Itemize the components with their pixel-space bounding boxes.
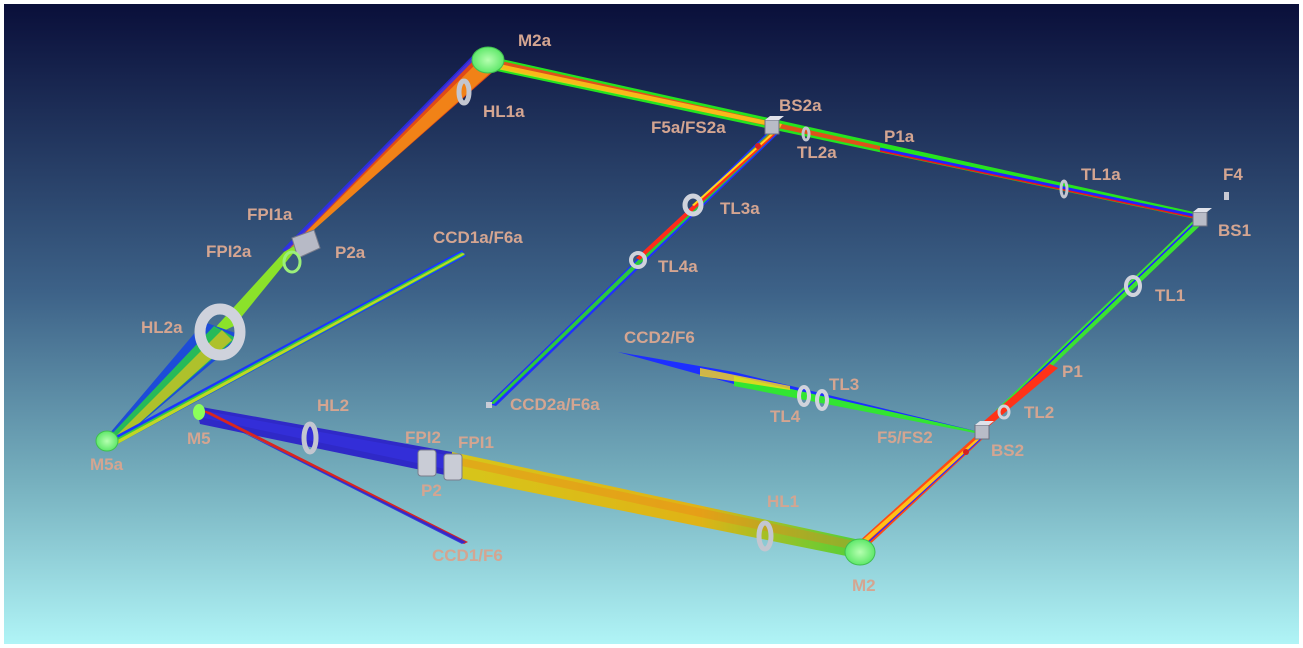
lens-hl2a [194, 303, 246, 361]
label-tl3a: TL3a [720, 199, 760, 218]
beam-bs1-bs2 [976, 218, 1204, 432]
lens-hl1 [756, 520, 774, 552]
etalon-fpi2 [417, 449, 437, 477]
label-hl2: HL2 [317, 396, 349, 415]
mirror-m5 [193, 404, 205, 420]
optical-layout-render: M2a HL1a BS2a F5a/FS2a TL2a P1a TL1a F4 … [4, 4, 1299, 644]
label-p2: P2 [421, 481, 442, 500]
field-stop-f4 [1224, 192, 1229, 200]
label-tl4a: TL4a [658, 257, 698, 276]
lens-tl1 [1124, 275, 1142, 297]
label-tl2: TL2 [1024, 403, 1054, 422]
field-stop-f5 [963, 449, 969, 455]
beam-m2a-bs1 [488, 56, 1203, 220]
lens-tl1a [1059, 179, 1069, 199]
label-ccd1a-f6a: CCD1a/F6a [433, 228, 523, 247]
beamsplitter-bs2a [764, 116, 784, 135]
lens-hl2 [301, 421, 319, 455]
label-m5: M5 [187, 429, 211, 448]
beamsplitter-bs1 [1192, 208, 1212, 227]
beam-bs2-m2 [856, 432, 986, 549]
label-p1a: P1a [884, 127, 915, 146]
label-fpi2: FPI2 [405, 428, 441, 447]
label-hl1a: HL1a [483, 102, 525, 121]
label-fpi1a: FPI1a [247, 205, 293, 224]
etalon-fpi1a-fpi2a [282, 229, 321, 274]
label-f5-fs2: F5/FS2 [877, 428, 933, 447]
lens-tl4a [629, 251, 647, 269]
label-tl4: TL4 [770, 407, 801, 426]
label-tl1a: TL1a [1081, 165, 1121, 184]
label-ccd2-f6: CCD2/F6 [624, 328, 695, 347]
etalon-fpi1 [443, 453, 463, 481]
label-fpi1: FPI1 [458, 433, 494, 452]
label-bs2a: BS2a [779, 96, 822, 115]
label-fpi2a: FPI2a [206, 242, 252, 261]
label-m2: M2 [852, 576, 876, 595]
optical-elements [95, 46, 1229, 566]
mirror-m2a [471, 46, 505, 74]
label-hl1: HL1 [767, 492, 799, 511]
lens-tl2 [997, 404, 1011, 420]
label-tl3: TL3 [829, 375, 859, 394]
label-tl2a: TL2a [797, 143, 837, 162]
field-stop-f5a [755, 143, 761, 149]
label-tl1: TL1 [1155, 286, 1185, 305]
beam-m5-ccd1 [196, 408, 468, 544]
label-f4: F4 [1223, 165, 1243, 184]
beam-m5a-ccd1a [108, 250, 466, 446]
lens-tl2a [801, 126, 811, 142]
label-m5a: M5a [90, 455, 124, 474]
label-bs1: BS1 [1218, 221, 1251, 240]
label-m2a: M2a [518, 31, 552, 50]
lens-tl3 [815, 389, 829, 411]
lens-hl1a [456, 78, 472, 106]
detector-ccd2a [486, 402, 492, 408]
label-p1: P1 [1062, 362, 1083, 381]
label-bs2: BS2 [991, 441, 1024, 460]
element-labels: M2a HL1a BS2a F5a/FS2a TL2a P1a TL1a F4 … [90, 31, 1251, 595]
mirror-m2 [844, 538, 876, 566]
mirror-m5a [95, 430, 119, 452]
label-ccd1-f6: CCD1/F6 [432, 546, 503, 565]
label-f5a-fs2a: F5a/FS2a [651, 118, 726, 137]
label-ccd2a-f6a: CCD2a/F6a [510, 395, 600, 414]
beamsplitter-bs2 [974, 421, 994, 440]
label-hl2a: HL2a [141, 318, 183, 337]
label-p2a: P2a [335, 243, 366, 262]
lens-tl3a [682, 193, 704, 217]
lens-tl4 [797, 385, 811, 407]
